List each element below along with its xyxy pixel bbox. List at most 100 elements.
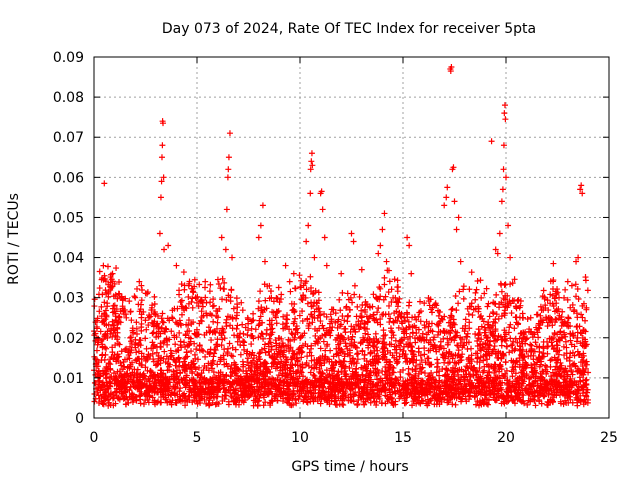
data-point [552, 384, 559, 391]
data-point [139, 286, 146, 293]
data-point [266, 389, 273, 396]
data-point [466, 360, 473, 367]
data-point [563, 399, 570, 406]
data-point [500, 166, 507, 173]
data-point [93, 347, 100, 354]
data-point [91, 379, 98, 386]
data-point [537, 303, 544, 310]
data-point [519, 340, 526, 347]
data-point [423, 331, 430, 338]
data-point [214, 319, 221, 326]
data-point [363, 313, 370, 320]
data-point [110, 302, 117, 309]
data-point [162, 359, 169, 366]
data-point [382, 293, 389, 300]
data-point [312, 332, 319, 339]
data-point [341, 396, 348, 403]
data-point [409, 366, 416, 373]
data-point [397, 393, 404, 400]
data-point [193, 299, 200, 306]
data-point [485, 382, 492, 389]
data-point [582, 274, 589, 281]
data-point [519, 353, 526, 360]
data-point [133, 370, 140, 377]
data-point [256, 363, 263, 370]
data-point [466, 385, 473, 392]
data-point [346, 384, 353, 391]
data-point [229, 254, 236, 261]
data-point [470, 372, 477, 379]
data-point [185, 317, 192, 324]
x-tick-label: 5 [193, 430, 202, 446]
data-point [127, 384, 134, 391]
data-point [122, 295, 129, 302]
data-point [405, 370, 412, 377]
data-point [418, 381, 425, 388]
data-point [113, 265, 120, 272]
data-point [527, 395, 534, 402]
data-point [288, 373, 295, 380]
data-point [568, 368, 575, 375]
data-point [445, 329, 452, 336]
data-point [377, 285, 384, 292]
data-point [307, 369, 314, 376]
data-point [186, 397, 193, 404]
data-point [384, 267, 391, 274]
data-point [328, 306, 335, 313]
data-point [204, 348, 211, 355]
data-point [486, 350, 493, 357]
data-point [244, 392, 251, 399]
y-tick-label: 0.03 [53, 291, 84, 307]
data-point [410, 386, 417, 393]
data-point [462, 316, 469, 323]
data-point [476, 342, 483, 349]
data-point [253, 365, 260, 372]
data-point [377, 293, 384, 300]
data-point [266, 376, 273, 383]
data-point [397, 346, 404, 353]
data-point [297, 333, 304, 340]
data-point [114, 378, 121, 385]
data-point [463, 371, 470, 378]
data-point [250, 355, 257, 362]
data-point [210, 318, 217, 325]
data-point [219, 397, 226, 404]
data-point [504, 377, 511, 384]
data-point [519, 314, 526, 321]
data-point [544, 338, 551, 345]
data-point [545, 391, 552, 398]
data-point [454, 367, 461, 374]
data-point [183, 372, 190, 379]
data-point [545, 314, 552, 321]
data-point [145, 322, 152, 329]
data-point [126, 355, 133, 362]
data-point [421, 345, 428, 352]
data-point [468, 269, 475, 276]
data-point [549, 322, 556, 329]
data-point [519, 397, 526, 404]
data-point [375, 393, 382, 400]
data-point [386, 278, 393, 285]
data-point [262, 349, 269, 356]
data-point [315, 336, 322, 343]
data-point [139, 372, 146, 379]
data-point [556, 312, 563, 319]
data-point [134, 377, 141, 384]
data-point [157, 370, 164, 377]
data-point [498, 372, 505, 379]
data-point [173, 262, 180, 269]
data-point [518, 330, 525, 337]
data-point [386, 380, 393, 387]
data-point [291, 309, 298, 316]
data-point [251, 368, 258, 375]
data-point [378, 400, 385, 407]
data-point [374, 309, 381, 316]
data-point [100, 262, 107, 269]
data-point [409, 382, 416, 389]
data-point [426, 372, 433, 379]
data-point [133, 325, 140, 332]
data-point [223, 386, 230, 393]
data-point [361, 401, 368, 408]
data-point [185, 293, 192, 300]
data-point [163, 353, 170, 360]
